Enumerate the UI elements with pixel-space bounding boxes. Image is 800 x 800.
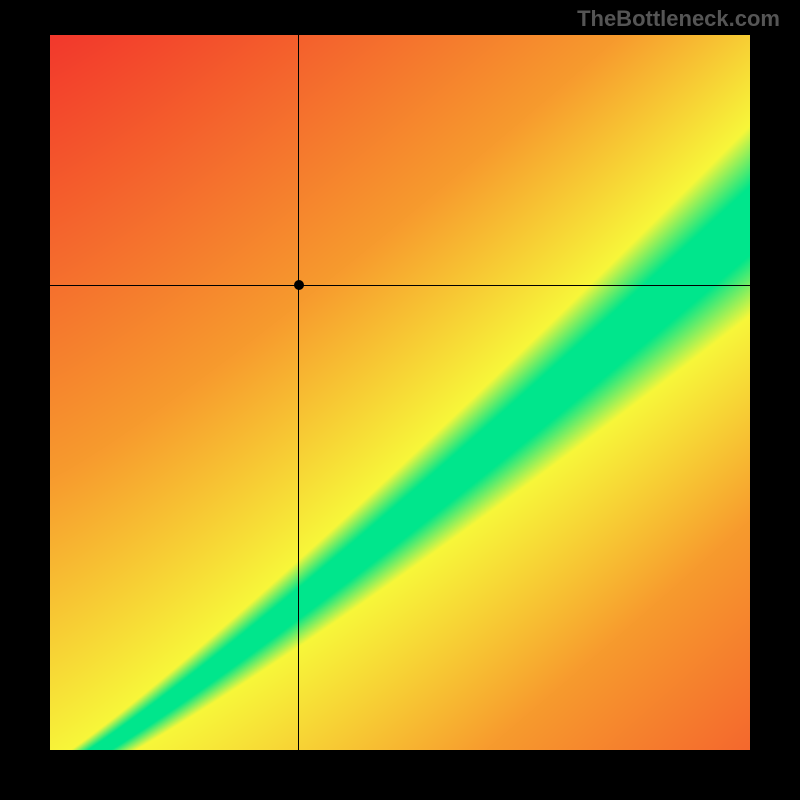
heatmap-plot (50, 35, 750, 750)
crosshair-horizontal (50, 285, 750, 286)
crosshair-vertical (298, 35, 299, 750)
heatmap-canvas (50, 35, 750, 750)
data-point-marker (294, 280, 304, 290)
watermark-text: TheBottleneck.com (577, 6, 780, 32)
